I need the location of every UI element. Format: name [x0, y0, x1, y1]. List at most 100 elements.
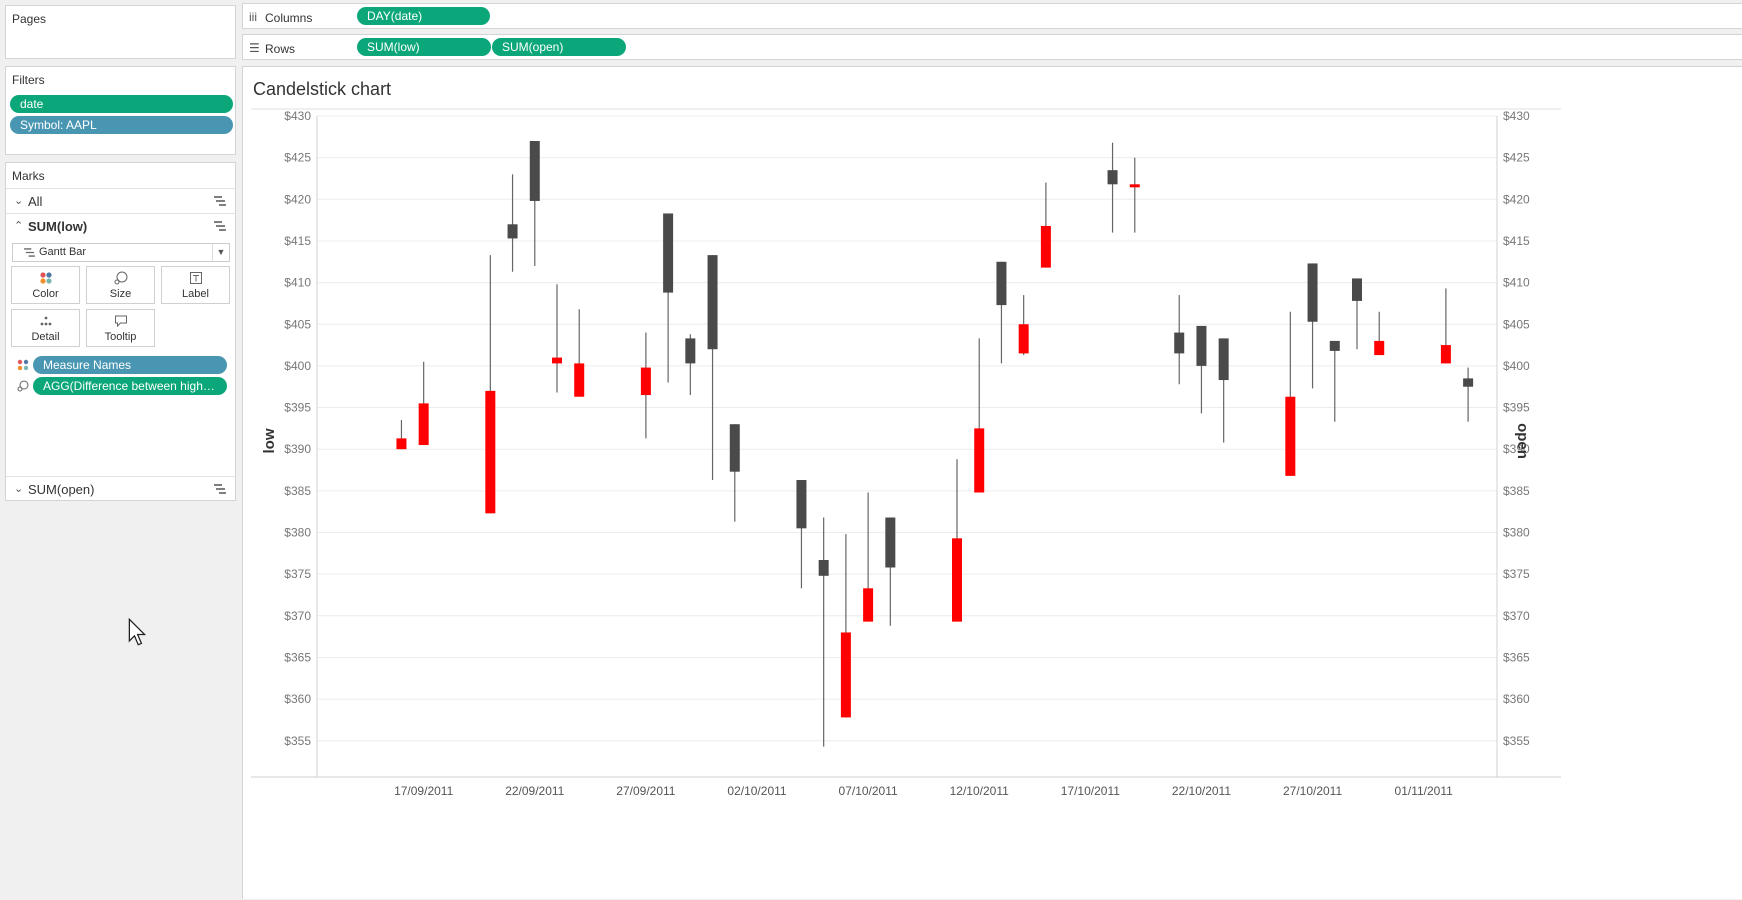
x-tick-label: 07/10/2011 — [839, 784, 898, 798]
candle-body — [529, 140, 540, 201]
filter-pill-symbol[interactable]: Symbol: AAPL — [10, 116, 233, 134]
marks-sum-low-row[interactable]: ⌃ SUM(low) — [6, 213, 235, 239]
y-tick-label-right: $395 — [1503, 401, 1530, 415]
candle-body — [818, 559, 829, 576]
gantt-icon — [214, 221, 226, 231]
y-tick-label-left: $365 — [284, 650, 311, 664]
y-tick-label-right: $355 — [1503, 734, 1530, 748]
y-tick-label-left: $395 — [284, 401, 311, 415]
label-button[interactable]: Label — [161, 266, 230, 304]
candle-body — [729, 424, 740, 472]
color-icon — [12, 271, 79, 285]
column-pill-day-date[interactable]: DAY(date) — [357, 7, 490, 25]
gridlines — [317, 115, 1497, 742]
y-tick-label-left: $370 — [284, 609, 311, 623]
rows-shelf[interactable]: ☰ Rows SUM(low) SUM(open) — [242, 34, 1742, 60]
candle-body — [952, 538, 962, 622]
y-tick-label-left: $425 — [284, 151, 311, 165]
candle-body — [1018, 324, 1029, 354]
marks-title: Marks — [12, 169, 45, 183]
y-tick-label-right: $400 — [1503, 359, 1530, 373]
x-tick-label: 27/10/2011 — [1283, 784, 1342, 798]
axes: $430 $430 $425 $425 $420 $420 $415 $415 $410 $410… — [251, 109, 1561, 798]
x-tick-label: 17/09/2011 — [394, 784, 453, 798]
x-tick-label: 22/09/2011 — [505, 784, 564, 798]
chevron-down-icon: ⌄ — [14, 483, 24, 495]
candle-body — [1307, 263, 1318, 322]
tooltip-icon — [87, 314, 154, 328]
row-pill-sum-low[interactable]: SUM(low) — [357, 38, 491, 56]
candle-body — [1352, 278, 1362, 301]
y-tick-label-right: $375 — [1503, 567, 1530, 581]
pages-card[interactable]: Pages — [5, 5, 236, 59]
filters-card: Filters date Symbol: AAPL — [5, 66, 236, 155]
candle-body — [863, 588, 874, 622]
x-tick-label: 02/10/2011 — [727, 784, 786, 798]
difference-pill[interactable]: AGG(Difference between high an.. — [33, 377, 227, 395]
detail-label: Detail — [31, 331, 60, 343]
y-axis-title-right: open — [1514, 423, 1531, 459]
candle-body — [663, 213, 674, 293]
candle-body — [685, 338, 696, 364]
detail-button[interactable]: Detail — [11, 309, 80, 347]
columns-shelf[interactable]: iii Columns DAY(date) — [242, 3, 1742, 29]
tooltip-label: Tooltip — [104, 331, 137, 343]
tooltip-button[interactable]: Tooltip — [86, 309, 155, 347]
candle-body — [1174, 332, 1185, 354]
y-tick-label-left: $405 — [284, 317, 311, 331]
y-tick-label-left: $420 — [284, 192, 311, 206]
chevron-down-icon: ▼ — [212, 244, 229, 261]
candle-body — [1196, 325, 1207, 366]
mark-type-label: Gantt Bar — [39, 246, 87, 258]
candle-body — [1218, 338, 1229, 381]
mouse-cursor-icon — [128, 618, 146, 646]
size-legend-icon — [17, 380, 29, 392]
marks-sum-open-row[interactable]: ⌄ SUM(open) — [6, 476, 235, 502]
y-tick-label-left: $375 — [284, 567, 311, 581]
marks-active-label: SUM(low) — [28, 219, 88, 234]
pages-title: Pages — [12, 12, 47, 26]
gantt-icon — [24, 248, 35, 257]
candle-body — [485, 390, 496, 514]
label-icon — [162, 271, 229, 285]
y-tick-label-right: $360 — [1503, 692, 1530, 706]
candle-body — [840, 632, 851, 718]
y-tick-label-right: $425 — [1503, 151, 1530, 165]
gantt-icon — [214, 484, 226, 494]
chevron-up-icon: ⌃ — [14, 220, 24, 232]
filter-pill-date[interactable]: date — [10, 95, 233, 113]
x-tick-label: 12/10/2011 — [950, 784, 1009, 798]
y-tick-label-left: $360 — [284, 692, 311, 706]
view-area: Candelstick chart $430 $430 $425 $425 $420 $4… — [242, 66, 1742, 899]
y-tick-label-left: $410 — [284, 276, 311, 290]
color-legend-icon — [17, 359, 29, 371]
y-axis-title-left: low — [261, 428, 278, 453]
rows-label: Rows — [265, 42, 296, 56]
y-tick-label-left: $400 — [284, 359, 311, 373]
candle-body — [996, 261, 1007, 306]
y-tick-label-right: $410 — [1503, 276, 1530, 290]
x-tick-label: 22/10/2011 — [1172, 784, 1231, 798]
candlestick-chart: Candelstick chart $430 $430$425 $425$420 $4… — [251, 79, 1561, 798]
row-pill-sum-open[interactable]: SUM(open) — [492, 38, 626, 56]
y-tick-label-right: $385 — [1503, 484, 1530, 498]
size-button[interactable]: Size — [86, 266, 155, 304]
measure-names-pill[interactable]: Measure Names — [33, 356, 227, 374]
y-tick-label-left: $415 — [284, 234, 311, 248]
candle-body — [396, 438, 407, 450]
marks-all-row[interactable]: ⌄ All — [6, 188, 235, 214]
y-tick-label-right: $380 — [1503, 526, 1530, 540]
filters-title: Filters — [12, 73, 45, 87]
candle-body — [1285, 396, 1296, 476]
candle-body — [1463, 378, 1474, 387]
marks-all-label: All — [28, 194, 43, 209]
color-label: Color — [32, 288, 59, 300]
color-button[interactable]: Color — [11, 266, 80, 304]
y-tick-label-right: $415 — [1503, 234, 1530, 248]
rows-icon: ☰ — [249, 41, 260, 55]
y-tick-label-right: $365 — [1503, 650, 1530, 664]
mark-type-select[interactable]: Gantt Bar ▼ — [12, 243, 230, 262]
candle-body — [885, 517, 896, 568]
candle-body — [418, 403, 429, 446]
y-tick-label-left: $385 — [284, 484, 311, 498]
